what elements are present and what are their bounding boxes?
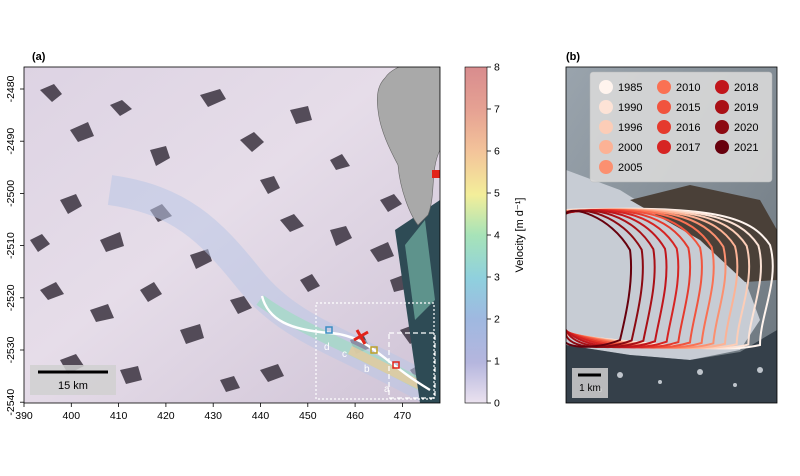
panel-b-label: (b) xyxy=(566,51,580,63)
point-label-b: b xyxy=(364,364,370,375)
panel-a-scale-bar: 15 km xyxy=(30,365,116,395)
greenland-inset xyxy=(376,67,440,226)
legend-swatch xyxy=(599,120,613,134)
x-tick-label: 400 xyxy=(63,410,81,422)
colorbar-tick-label: 8 xyxy=(494,62,500,74)
colorbar-tick-label: 0 xyxy=(494,398,500,410)
scale-bar-a-label: 15 km xyxy=(58,380,88,392)
point-label-a: a xyxy=(384,384,390,395)
panel-a-frame xyxy=(23,66,441,404)
legend-year-label: 1996 xyxy=(618,122,642,134)
legend-year-label: 1985 xyxy=(618,82,642,94)
y-tick-label: -2540 xyxy=(5,389,17,416)
x-tick-label: 470 xyxy=(394,410,412,422)
y-tick-label: -2490 xyxy=(5,128,17,155)
colorbar-ticks: 0 1 2 3 4 5 6 7 8 xyxy=(487,62,500,410)
x-tick-label: 410 xyxy=(110,410,128,422)
y-tick-label: -2520 xyxy=(5,284,17,311)
legend-swatch xyxy=(657,120,671,134)
legend-year-label: 2010 xyxy=(676,82,700,94)
terminus-outlines xyxy=(566,207,774,350)
legend-swatch xyxy=(657,140,671,154)
legend-year-label: 1990 xyxy=(618,102,642,114)
point-label-c: c xyxy=(342,349,347,360)
colorbar-tick-label: 2 xyxy=(494,314,500,326)
legend: 1985 1990 1996 2000 2005 2010 2015 2016 2017 2018… xyxy=(589,71,773,183)
colorbar-tick-label: 4 xyxy=(494,230,500,242)
legend-year-label: 2015 xyxy=(676,102,700,114)
legend-year-label: 2020 xyxy=(734,122,758,134)
colorbar-tick-label: 5 xyxy=(494,188,500,200)
x-tick-label: 390 xyxy=(15,410,33,422)
y-tick-label: -2510 xyxy=(5,232,17,259)
colorbar-tick-label: 3 xyxy=(494,272,500,284)
panel-b-frame xyxy=(565,66,778,404)
panel-a-map: 15 km d c b a xyxy=(24,67,440,403)
x-tick-label: 420 xyxy=(157,410,175,422)
x-tick-label: 450 xyxy=(299,410,317,422)
legend-year-label: 2000 xyxy=(618,142,642,154)
colorbar-tick-label: 6 xyxy=(494,146,500,158)
legend-swatch xyxy=(657,100,671,114)
x-tick-label: 440 xyxy=(252,410,270,422)
point-marker-c xyxy=(370,346,378,354)
x-tick-label: 460 xyxy=(346,410,364,422)
legend-swatch xyxy=(599,160,613,174)
legend-swatch xyxy=(657,80,671,94)
y-axis-ticks: -2480 -2490 -2500 -2510 -2520 -2530 -2540 xyxy=(5,75,24,416)
x-tick-label: 430 xyxy=(204,410,222,422)
point-label-d: d xyxy=(324,342,330,353)
x-axis-ticks: 390 400 410 420 430 440 450 460 470 xyxy=(15,403,411,422)
panel-b-extent-box xyxy=(315,302,435,400)
panel-a-label: (a) xyxy=(32,51,46,63)
colorbar-label: Velocity [m d⁻¹] xyxy=(514,198,526,273)
legend-box xyxy=(589,71,773,183)
legend-swatch xyxy=(599,140,613,154)
point-marker-b xyxy=(392,361,400,369)
legend-year-label: 2005 xyxy=(618,162,642,174)
legend-swatch xyxy=(715,120,729,134)
y-tick-label: -2530 xyxy=(5,336,17,363)
colorbar xyxy=(464,66,488,404)
legend-swatch xyxy=(715,140,729,154)
legend-year-label: 2016 xyxy=(676,122,700,134)
point-marker-d xyxy=(325,326,333,334)
legend-year-label: 2017 xyxy=(676,142,700,154)
legend-swatch xyxy=(599,80,613,94)
y-tick-label: -2500 xyxy=(5,180,17,207)
colorbar-tick-label: 1 xyxy=(494,356,500,368)
terminus-outline xyxy=(566,209,633,348)
legend-swatch xyxy=(715,80,729,94)
colorbar-tick-label: 7 xyxy=(494,104,500,116)
legend-year-label: 2021 xyxy=(734,142,758,154)
legend-year-label: 2018 xyxy=(734,82,758,94)
inset-location-marker xyxy=(432,170,440,178)
y-tick-label: -2480 xyxy=(5,75,17,102)
scale-bar-b-label: 1 km xyxy=(579,383,601,394)
panel-b-scale-bar: 1 km xyxy=(572,368,608,398)
legend-year-label: 2019 xyxy=(734,102,758,114)
legend-swatch xyxy=(715,100,729,114)
legend-swatch xyxy=(599,100,613,114)
